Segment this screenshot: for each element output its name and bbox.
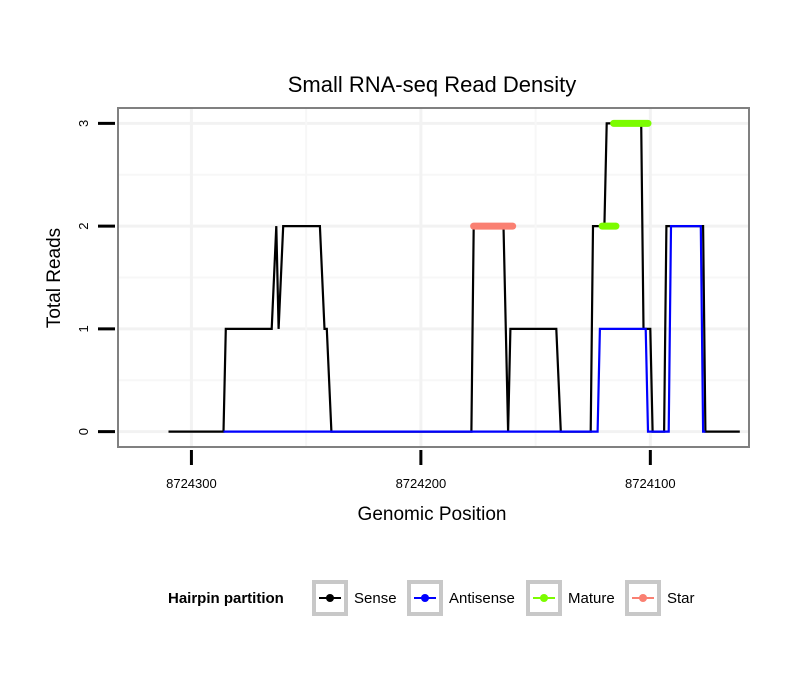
x-tick-label: 8724200	[396, 476, 447, 491]
legend-key-point	[540, 594, 548, 602]
legend-label: Star	[667, 590, 695, 607]
y-tick-label: 3	[76, 120, 91, 127]
grid-lines	[118, 108, 749, 447]
series-layer	[168, 119, 740, 433]
x-axis-label: Genomic Position	[358, 504, 507, 525]
x-axis: 8724300 8724200 8724100	[166, 450, 676, 491]
legend-key-point	[326, 594, 334, 602]
x-tick-label: 8724300	[166, 476, 217, 491]
y-tick-label: 2	[76, 222, 91, 229]
legend: Hairpin partition Sense Antisense Mature St…	[168, 580, 695, 616]
legend-items: Sense Antisense Mature Star	[312, 580, 695, 616]
chart-title: Small RNA-seq Read Density	[288, 72, 577, 97]
y-axis-label: Total Reads	[44, 228, 65, 328]
x-tick-label: 8724100	[625, 476, 676, 491]
legend-item-sense: Sense	[312, 580, 397, 616]
y-tick-label: 0	[76, 428, 91, 435]
legend-item-antisense: Antisense	[407, 580, 515, 616]
antisense-series-line	[223, 225, 706, 433]
legend-label: Mature	[568, 590, 615, 607]
legend-item-mature: Mature	[526, 580, 615, 616]
y-axis: 0 1 2 3	[76, 120, 115, 435]
legend-key-point	[421, 594, 429, 602]
legend-title: Hairpin partition	[168, 590, 284, 607]
legend-label: Sense	[354, 590, 397, 607]
y-tick-label: 1	[76, 325, 91, 332]
plot-panel-border	[117, 107, 750, 448]
legend-label: Antisense	[449, 590, 515, 607]
legend-item-star: Star	[625, 580, 695, 616]
legend-key-point	[639, 594, 647, 602]
